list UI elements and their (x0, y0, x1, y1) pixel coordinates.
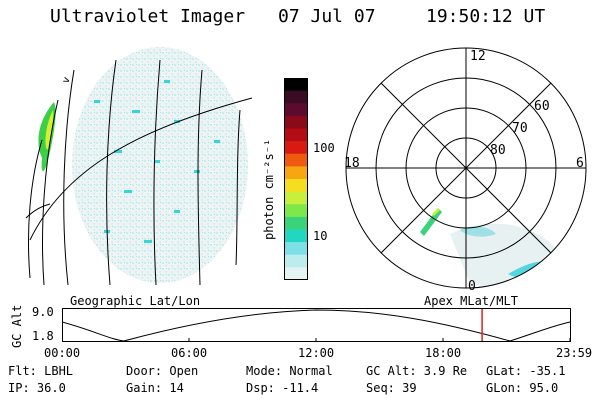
mlt-label-18: 18 (344, 156, 360, 171)
colorbar-swatch (284, 90, 308, 104)
gain-status: Gain: 14 (126, 381, 184, 395)
colorbar-swatch (284, 103, 308, 117)
colorbar-tick-10: 10 (313, 229, 328, 243)
colorbar-swatch (284, 179, 308, 193)
gc-alt-status: GC Alt: 3.9 Re (366, 364, 468, 378)
date-label: 07 Jul 07 (278, 6, 376, 27)
altitude-timeline-plot (62, 308, 571, 342)
dsp-status: Dsp: -11.4 (246, 381, 319, 395)
timeline-y-tick-1-8: 1.8 (32, 329, 54, 343)
dayside-glow (72, 47, 248, 283)
polar-aurora-band (420, 208, 442, 236)
colorbar-swatch (284, 191, 308, 205)
colorbar-swatch (284, 267, 308, 280)
altitude-curve (62, 309, 571, 342)
time-label: 19:50:12 UT (426, 6, 546, 27)
svg-text:v: v (60, 76, 72, 85)
colorbar-swatch (284, 141, 308, 155)
timeline-y-axis-label: GC Alt (10, 304, 24, 348)
lat-label-60: 60 (534, 99, 550, 114)
color-scale-bar (284, 78, 308, 280)
timeline-x-tick-1200: 12:00 (298, 346, 335, 360)
colorbar-swatch (284, 204, 308, 218)
glat-status: GLat: -35.1 (486, 364, 566, 378)
timeline-left-title: Geographic Lat/Lon (70, 294, 201, 308)
colorbar-swatch (284, 254, 308, 268)
colorbar-swatch (284, 153, 308, 167)
timeline-x-tick-1800: 18:00 (425, 346, 462, 360)
colorbar-swatch (284, 216, 308, 231)
ip-status: IP: 36.0 (8, 381, 66, 395)
colorbar-swatch (284, 115, 308, 130)
door-status: Door: Open (126, 364, 199, 378)
timeline-x-tick-2359: 23:59 (556, 346, 593, 360)
colorbar-swatch (284, 242, 308, 256)
mlt-label-6: 6 (576, 156, 584, 171)
colorbar-swatch (284, 229, 308, 243)
timeline-y-tick-9: 9.0 (32, 305, 54, 319)
mlt-label-12: 12 (470, 49, 486, 64)
geographic-grid (25, 59, 253, 286)
timeline-right-title: Apex MLat/MLT (424, 294, 518, 308)
mode-status: Mode: Normal (246, 364, 333, 378)
lat-label-80: 80 (490, 143, 506, 158)
colorbar-swatch (284, 128, 308, 142)
instrument-title: Ultraviolet Imager (50, 6, 246, 27)
seq-status: Seq: 39 (366, 381, 417, 395)
glon-status: GLon: 95.0 (486, 381, 559, 395)
mlt-label-0: 0 (468, 279, 476, 294)
timeline-axis-ticks (62, 338, 571, 342)
colorbar-swatch (284, 78, 308, 92)
lat-label-70: 70 (512, 121, 528, 136)
colorbar-unit-label: photon cm⁻²s⁻¹ (262, 138, 276, 240)
polar-mlat-mlt-plot: 12 18 6 0 60 70 80 (344, 47, 587, 294)
colorbar-tick-100: 100 (313, 141, 335, 155)
filter-status: Flt: LBHL (8, 364, 74, 378)
polar-grid (345, 47, 587, 289)
timeline-x-tick-0600: 06:00 (171, 346, 208, 360)
colorbar-swatch (284, 166, 308, 180)
timeline-x-tick-0000: 00:00 (44, 346, 81, 360)
geographic-globe-image: v (25, 47, 253, 286)
